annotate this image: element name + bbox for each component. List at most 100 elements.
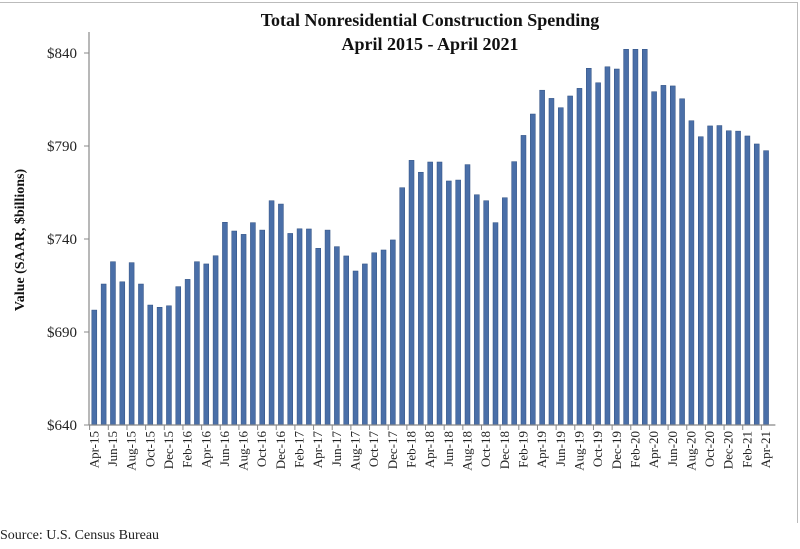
- bar-Oct-19: [595, 82, 601, 426]
- bar-Jul-18: [455, 179, 461, 426]
- x-tick-label: Feb-16: [180, 431, 195, 468]
- x-tick-label: Aug-19: [571, 431, 586, 471]
- source-note: Source: U.S. Census Bureau: [0, 528, 160, 543]
- x-tick-label: Dec-16: [273, 431, 288, 470]
- bar-May-16: [212, 255, 219, 426]
- bar-Nov-18: [492, 222, 499, 426]
- bar-Jun-15: [110, 261, 116, 426]
- bar-Jun-16: [222, 222, 228, 426]
- bar-Apr-15: [91, 309, 98, 426]
- bar-Jun-19: [558, 107, 564, 426]
- x-tick-label: Aug-17: [348, 431, 363, 471]
- bar-Jan-20: [623, 49, 629, 426]
- bar-Jul-19: [567, 95, 573, 426]
- bar-Sep-18: [474, 194, 480, 426]
- x-tick-label: Apr-15: [86, 431, 101, 468]
- x-tick-label: Oct-20: [702, 431, 717, 467]
- bar-Oct-17: [371, 252, 377, 426]
- x-tick-label: Apr-20: [646, 431, 661, 468]
- bar-Mar-16: [194, 261, 200, 426]
- x-tick-label: Jun-17: [329, 431, 344, 467]
- bar-Nov-19: [604, 66, 611, 426]
- bar-Mar-18: [418, 171, 424, 426]
- bar-Feb-17: [296, 228, 303, 426]
- bar-Aug-18: [464, 164, 471, 426]
- bar-Feb-19: [520, 135, 527, 426]
- bar-Apr-21: [763, 150, 769, 426]
- y-axis-title: Value (SAAR, $billions): [13, 169, 28, 312]
- bar-Apr-20: [651, 91, 657, 426]
- x-tick-label: Oct-18: [478, 431, 493, 467]
- bar-Feb-18: [408, 160, 415, 426]
- x-tick-label: Apr-17: [310, 431, 325, 469]
- x-tick-label: Aug-16: [236, 431, 251, 471]
- bar-Jan-17: [287, 233, 293, 426]
- x-tick-label: Oct-19: [590, 431, 605, 467]
- bar-Apr-17: [315, 248, 321, 426]
- bar-Nov-17: [380, 249, 387, 426]
- x-tick-label: Dec-19: [609, 431, 624, 469]
- bar-Oct-20: [707, 125, 713, 426]
- bar-Feb-21: [744, 135, 751, 426]
- x-tick-label: Feb-19: [515, 431, 530, 468]
- x-tick-label: Feb-20: [627, 431, 642, 468]
- bar-Sep-15: [138, 283, 144, 426]
- x-tick-label: Dec-17: [385, 431, 400, 470]
- bar-Sep-20: [698, 136, 704, 426]
- x-tick-label: Dec-18: [497, 431, 512, 469]
- x-tick-label: Apr-18: [422, 431, 437, 468]
- x-tick-label: Feb-21: [739, 431, 754, 468]
- bar-Aug-20: [688, 120, 695, 426]
- x-tick-label: Apr-21: [758, 431, 773, 468]
- bar-Apr-18: [427, 161, 433, 426]
- bar-Jun-17: [334, 246, 340, 426]
- bar-May-20: [660, 85, 667, 426]
- chart-subtitle: April 2015 - April 2021: [341, 34, 519, 54]
- chart-frame: [0, 2, 798, 523]
- bar-Nov-15: [156, 307, 163, 426]
- bar-Jun-20: [670, 85, 676, 426]
- x-tick-label: Feb-17: [292, 431, 307, 468]
- bar-May-18: [436, 161, 443, 426]
- bar-Aug-19: [576, 88, 583, 426]
- bar-Jul-17: [343, 255, 349, 426]
- x-tick-label: Oct-16: [254, 431, 269, 468]
- bar-Mar-20: [642, 49, 648, 426]
- bar-May-17: [324, 229, 331, 426]
- x-tick-label: Oct-15: [142, 431, 157, 467]
- bar-Mar-19: [530, 113, 536, 426]
- x-tick-label: Aug-18: [460, 431, 475, 471]
- bar-Dec-19: [614, 68, 620, 426]
- chart-title: Total Nonresidential Construction Spendi…: [260, 10, 600, 30]
- bar-Oct-15: [147, 304, 154, 426]
- bar-Jun-18: [446, 180, 452, 426]
- bar-Apr-19: [539, 89, 545, 426]
- x-tick-label: Jun-18: [441, 431, 456, 466]
- bar-Aug-15: [128, 262, 135, 426]
- bar-Dec-15: [166, 305, 172, 426]
- bar-Nov-20: [716, 125, 723, 426]
- bar-Sep-17: [362, 263, 368, 426]
- bar-Feb-16: [184, 279, 191, 426]
- y-tick-label: $690: [47, 325, 77, 341]
- x-tick-label: Jun-20: [665, 431, 680, 466]
- bar-Dec-17: [390, 239, 396, 426]
- x-tick-label: Dec-20: [721, 431, 736, 469]
- bar-Aug-17: [352, 270, 359, 426]
- bar-Jul-20: [679, 98, 685, 426]
- x-tick-label: Jun-19: [553, 431, 568, 466]
- bar-Jan-18: [399, 187, 405, 426]
- x-tick-label: Jun-15: [105, 431, 120, 466]
- bar-Mar-17: [306, 228, 312, 426]
- y-tick-label: $790: [47, 139, 77, 155]
- bar-Jan-19: [511, 161, 517, 426]
- x-tick-label: Apr-19: [534, 431, 549, 468]
- bar-Dec-18: [502, 197, 508, 426]
- x-tick-label: Apr-16: [198, 431, 213, 469]
- x-tick-label: Jun-16: [217, 431, 232, 467]
- bar-Jul-16: [231, 230, 237, 426]
- bar-Oct-18: [483, 200, 489, 426]
- x-tick-label: Oct-17: [366, 431, 381, 468]
- x-tick-label: Aug-20: [683, 431, 698, 471]
